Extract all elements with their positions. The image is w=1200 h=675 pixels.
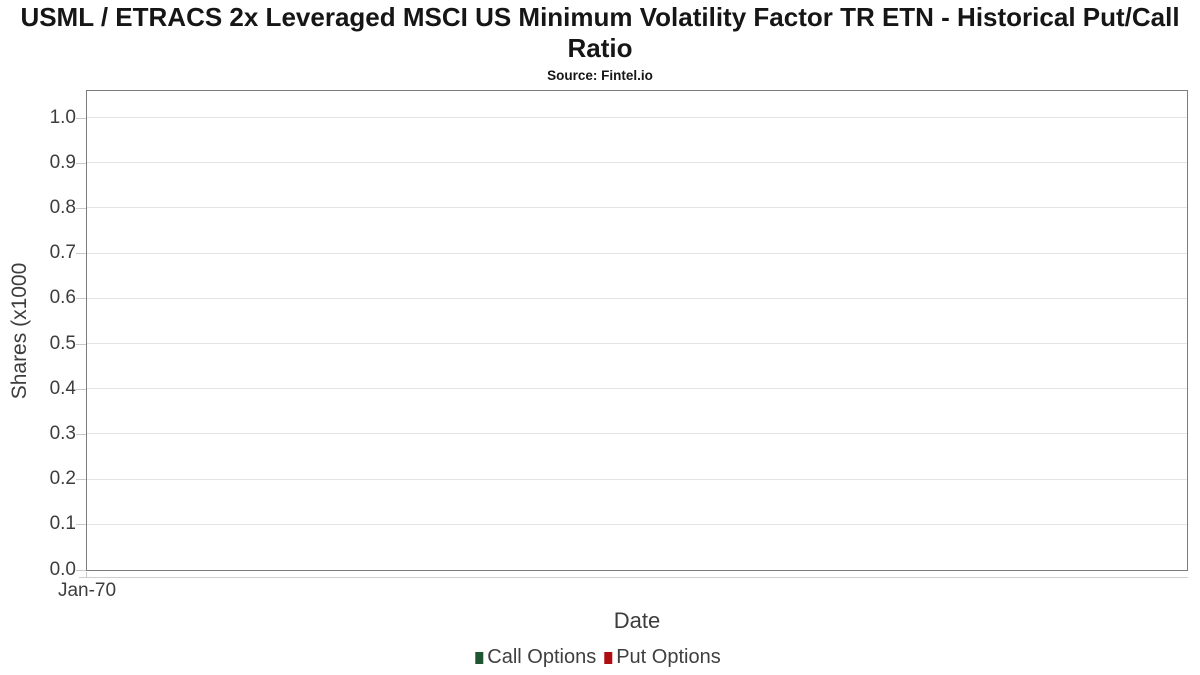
- y-tick-mark: [76, 433, 86, 435]
- y-tick-label: 0.8: [49, 196, 76, 218]
- legend-item-put-options: Put Options: [604, 646, 721, 669]
- y-tick-label: 1.0: [49, 106, 76, 128]
- y-tick-mark: [76, 253, 86, 255]
- x-axis-title: Date: [613, 608, 661, 633]
- y-tick-label: 0.4: [49, 377, 76, 399]
- legend-item-call-options: Call Options: [475, 646, 596, 669]
- x-axis-line: [79, 577, 1188, 578]
- y-tick-label: 0.6: [49, 287, 76, 309]
- y-tick-mark: [76, 524, 86, 526]
- legend: Call Options Put Options: [475, 646, 721, 669]
- call-options-swatch-icon: [475, 651, 484, 664]
- x-tick-mark: [86, 572, 87, 577]
- y-tick-label: 0.2: [49, 468, 76, 490]
- plot-area: [86, 90, 1188, 571]
- y-tick-mark: [76, 569, 86, 571]
- y-tick-mark: [76, 117, 86, 119]
- gridline: [87, 252, 1187, 254]
- gridline: [87, 433, 1187, 435]
- y-tick-label: 0.1: [49, 513, 76, 535]
- gridline: [87, 162, 1187, 164]
- y-tick-label: 0.0: [49, 558, 76, 580]
- gridline: [87, 207, 1187, 209]
- gridline: [87, 388, 1187, 390]
- y-tick-mark: [76, 343, 86, 345]
- y-tick-label: 0.7: [49, 242, 76, 264]
- x-tick-label: Jan-70: [57, 580, 117, 601]
- legend-label-call-options: Call Options: [487, 646, 597, 668]
- put-options-swatch-icon: [604, 651, 613, 664]
- y-tick-mark: [76, 298, 86, 300]
- chart-title: USML / ETRACS 2x Leveraged MSCI US Minim…: [20, 2, 1180, 63]
- gridline: [87, 343, 1187, 344]
- legend-label-put-options: Put Options: [616, 646, 721, 668]
- gridline: [87, 117, 1187, 118]
- y-tick-mark: [76, 479, 86, 481]
- y-tick-mark: [76, 207, 86, 209]
- y-tick-label: 0.5: [49, 332, 76, 354]
- y-tick-mark: [76, 162, 86, 164]
- y-tick-label: 0.3: [49, 422, 76, 444]
- gridline: [87, 297, 1187, 299]
- gridline: [87, 523, 1187, 525]
- y-tick-label: 0.9: [49, 151, 76, 173]
- chart-subtitle: Source: Fintel.io: [547, 68, 653, 83]
- gridline: [87, 478, 1187, 480]
- y-tick-mark: [76, 388, 86, 390]
